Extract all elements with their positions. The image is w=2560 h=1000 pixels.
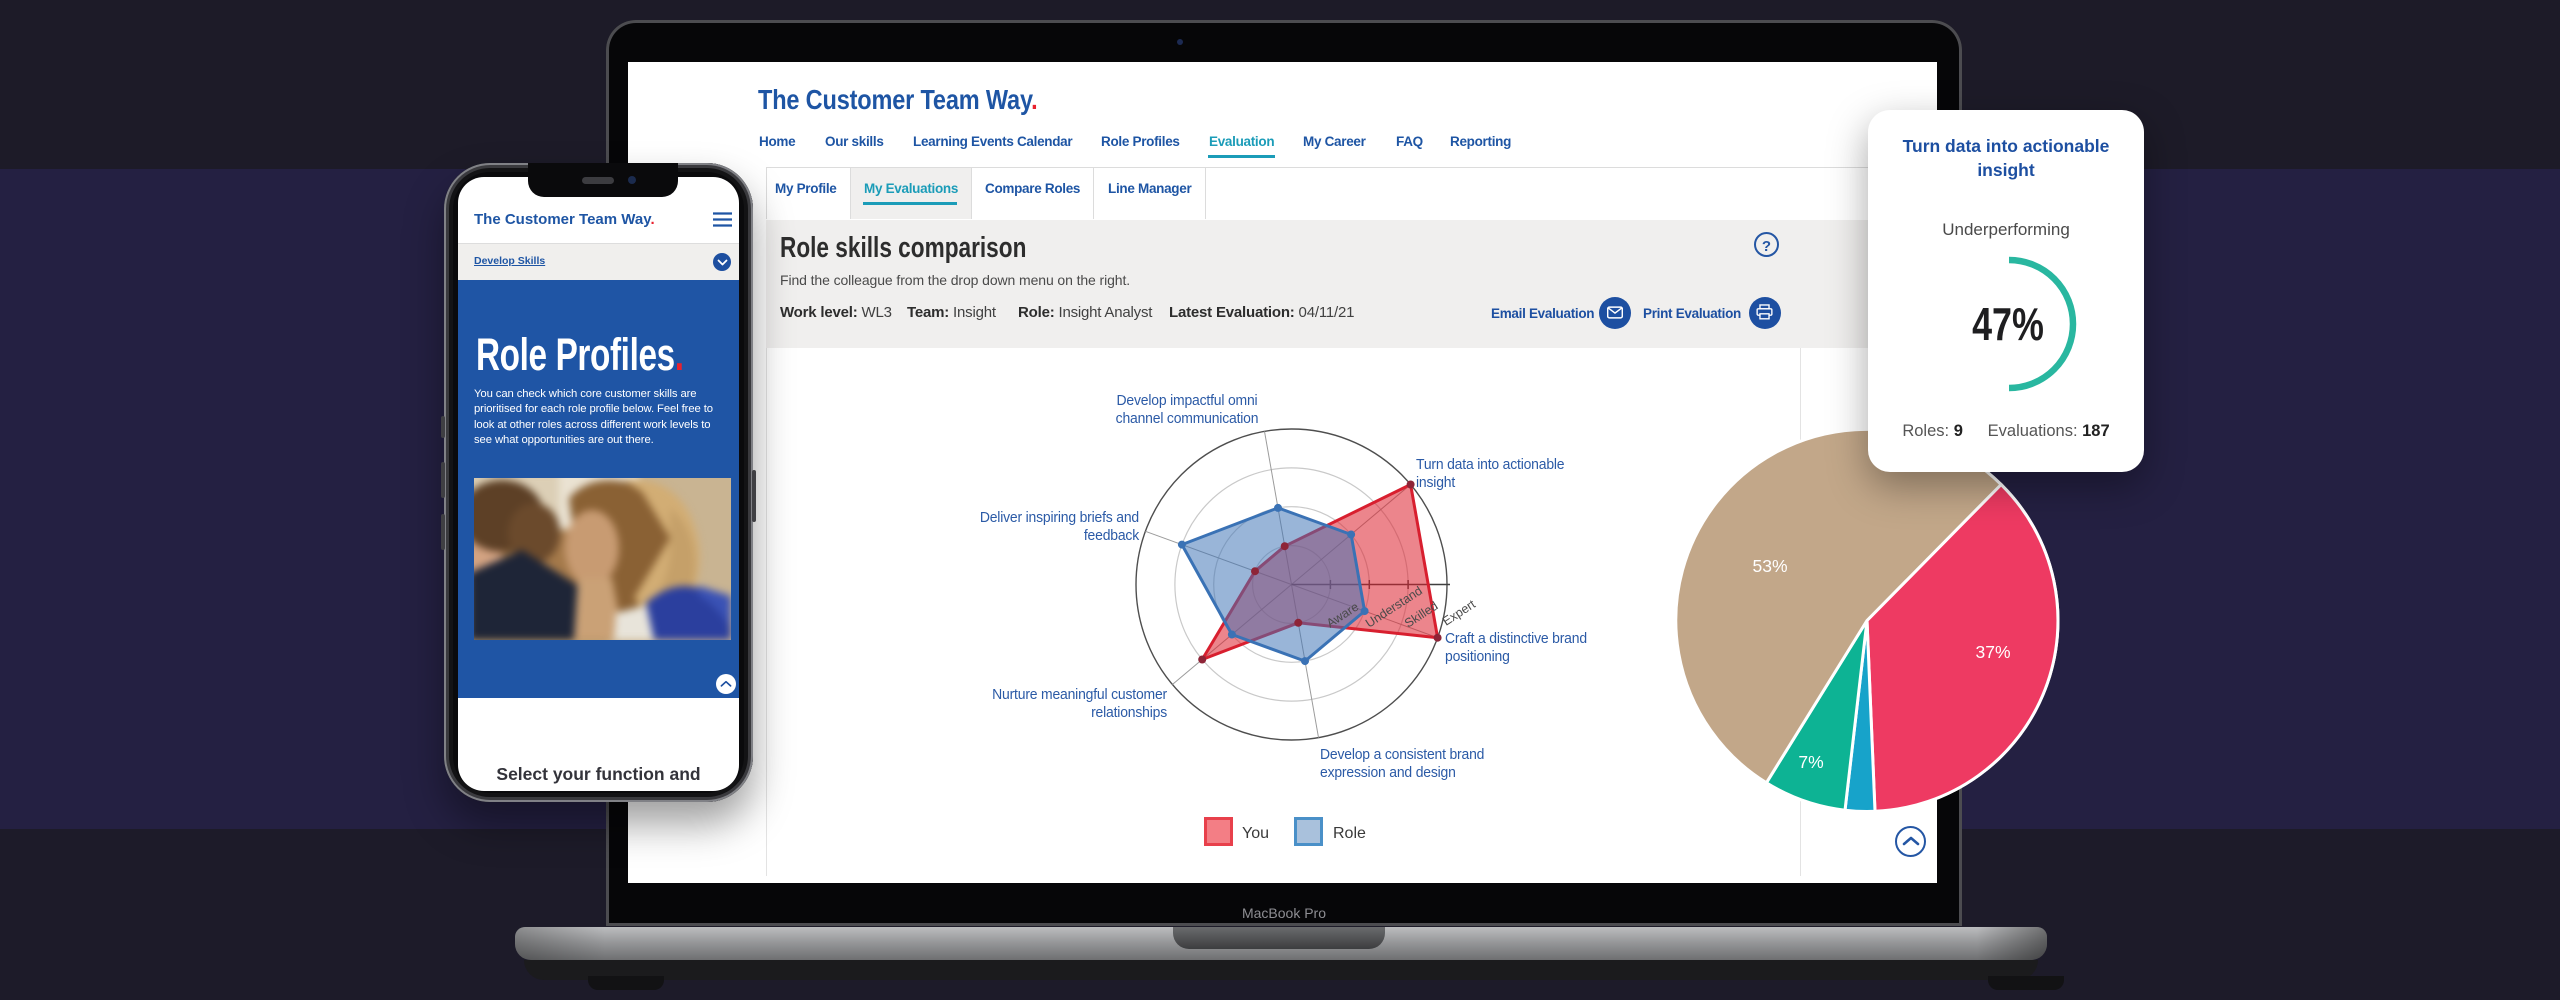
svg-text:37%: 37% [1975, 642, 2010, 662]
svg-text:7%: 7% [1798, 752, 1823, 772]
svg-text:53%: 53% [1752, 556, 1787, 576]
